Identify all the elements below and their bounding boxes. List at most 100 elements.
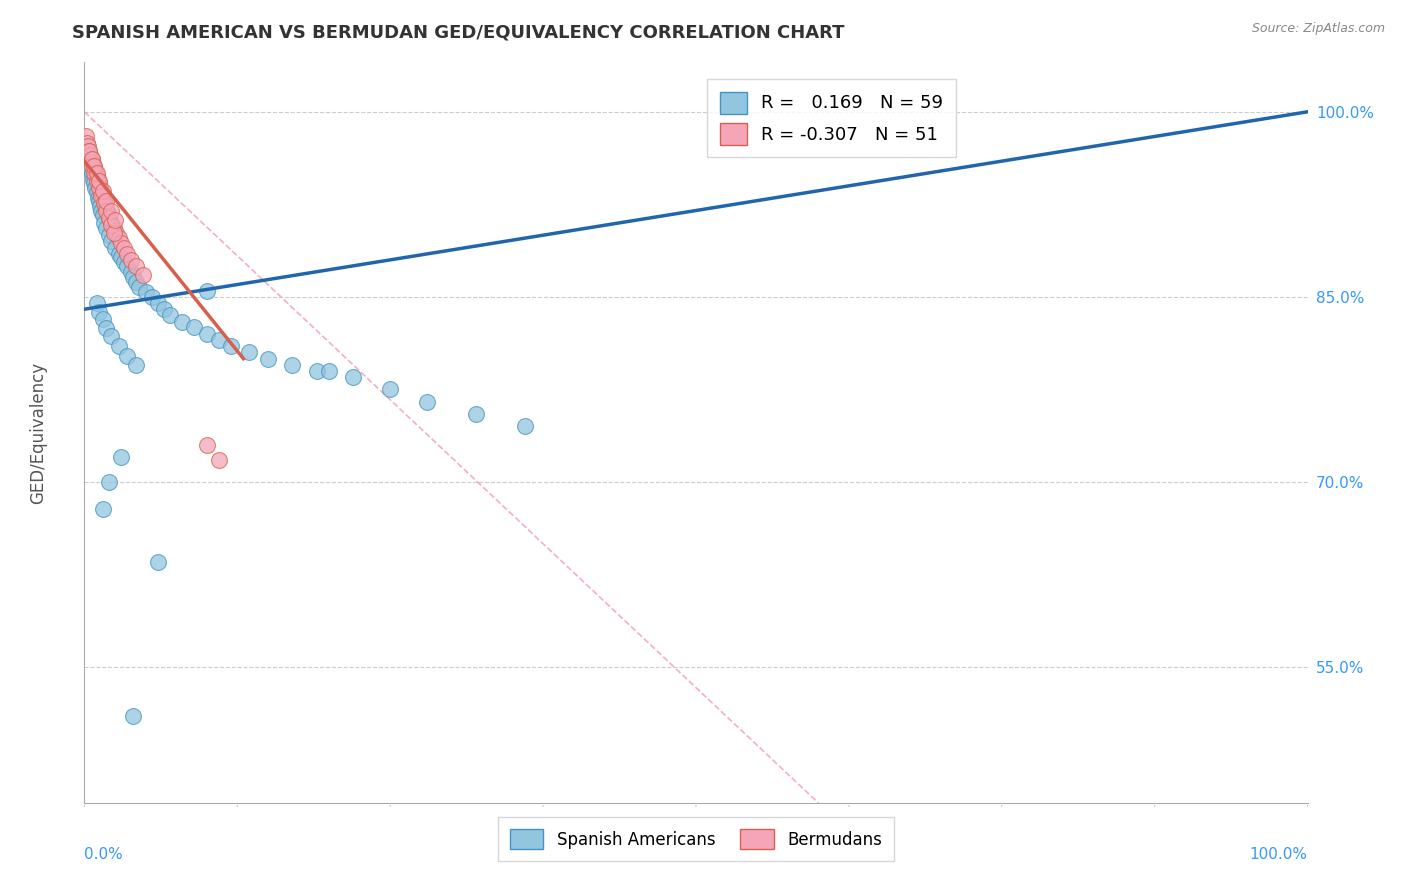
Text: Source: ZipAtlas.com: Source: ZipAtlas.com <box>1251 22 1385 36</box>
Point <box>87 174 110 188</box>
Point <box>464 407 486 421</box>
Point <box>513 419 536 434</box>
Point <box>112 255 135 269</box>
Point <box>87 172 110 186</box>
Point <box>183 319 205 334</box>
Point <box>257 351 280 366</box>
Point <box>97 228 120 243</box>
Point <box>93 196 115 211</box>
Point <box>91 209 114 223</box>
Point <box>97 211 120 225</box>
Point <box>93 194 115 208</box>
Point <box>125 275 148 289</box>
Point <box>77 145 100 159</box>
Point <box>100 219 122 233</box>
Text: GED/Equivalency: GED/Equivalency <box>30 361 46 504</box>
Point <box>80 152 103 166</box>
Point <box>107 230 129 244</box>
Point <box>104 240 127 255</box>
Point <box>96 201 118 215</box>
Point <box>159 309 181 323</box>
Point <box>87 181 110 195</box>
Point <box>79 148 101 162</box>
Point <box>76 136 98 150</box>
Point <box>77 154 100 169</box>
Point <box>122 270 145 285</box>
Point <box>90 203 112 218</box>
Point <box>82 156 104 170</box>
Point <box>115 259 138 273</box>
Point <box>80 152 103 166</box>
Point <box>79 161 101 175</box>
Point <box>342 370 364 384</box>
Point <box>75 129 97 144</box>
Point <box>219 339 242 353</box>
Point <box>80 167 103 181</box>
Point <box>93 216 115 230</box>
Point <box>195 326 218 341</box>
Point <box>90 188 112 202</box>
Point <box>86 167 108 181</box>
Point <box>141 290 163 304</box>
Point <box>96 220 118 235</box>
Point <box>132 268 155 282</box>
Point <box>172 315 194 329</box>
Point <box>103 226 125 240</box>
Point <box>77 139 100 153</box>
Point <box>281 358 304 372</box>
Point <box>94 197 117 211</box>
Point <box>120 265 142 279</box>
Point <box>115 246 138 260</box>
Point <box>91 312 114 326</box>
Point <box>107 339 129 353</box>
Point <box>96 320 118 334</box>
Point <box>208 333 231 347</box>
Point <box>84 181 107 195</box>
Point <box>82 172 104 186</box>
Point <box>112 240 135 255</box>
Point <box>80 159 103 173</box>
Point <box>87 191 110 205</box>
Point <box>96 203 118 218</box>
Point <box>125 358 148 372</box>
Point <box>100 329 122 343</box>
Point <box>135 285 157 299</box>
Point <box>89 181 111 195</box>
Point <box>87 304 110 318</box>
Point <box>83 161 105 175</box>
Point <box>146 555 169 569</box>
Point <box>128 280 150 294</box>
Point <box>115 349 138 363</box>
Point <box>416 394 439 409</box>
Point <box>83 167 105 181</box>
Point <box>208 452 231 467</box>
Point <box>110 251 132 265</box>
Point <box>146 296 169 310</box>
Point <box>195 284 218 298</box>
Point <box>91 184 114 198</box>
Point <box>305 364 328 378</box>
Point <box>103 220 125 235</box>
Point <box>105 226 128 240</box>
Point <box>153 302 176 317</box>
Point <box>87 177 110 191</box>
Point <box>90 185 112 199</box>
Point <box>89 198 111 212</box>
Point <box>125 259 148 273</box>
Point <box>96 194 118 208</box>
Point <box>104 213 127 227</box>
Point <box>195 438 218 452</box>
Text: 100.0%: 100.0% <box>1250 847 1308 863</box>
Point <box>84 164 107 178</box>
Point <box>107 246 129 260</box>
Point <box>97 206 120 220</box>
Text: 0.0%: 0.0% <box>84 847 124 863</box>
Point <box>380 383 402 397</box>
Point <box>83 159 105 173</box>
Point <box>100 235 122 249</box>
Point <box>86 174 108 188</box>
Point <box>100 203 122 218</box>
Point <box>100 216 122 230</box>
Text: SPANISH AMERICAN VS BERMUDAN GED/EQUIVALENCY CORRELATION CHART: SPANISH AMERICAN VS BERMUDAN GED/EQUIVAL… <box>72 23 845 41</box>
Point <box>120 252 142 267</box>
